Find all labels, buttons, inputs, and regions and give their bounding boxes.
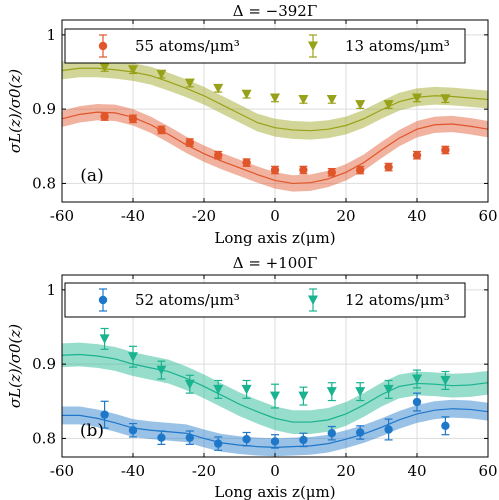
data-point <box>128 426 138 435</box>
data-point <box>412 93 422 103</box>
y-tick-label: 0.8 <box>32 429 56 447</box>
data-point <box>213 384 224 395</box>
chart-panel-a: -60 -40 -20 0 20 40 60 0.8 0.9 1 Δ = −392Γ Long axi… <box>6 2 498 247</box>
data-point <box>384 425 393 434</box>
legend-label: 55 atoms/μm³ <box>135 37 240 55</box>
data-point <box>242 434 251 444</box>
data-point <box>298 94 309 105</box>
x-axis-label: Long axis z(μm) <box>214 229 335 247</box>
legend-marker <box>98 41 108 51</box>
x-tick-label: -60 <box>50 462 74 480</box>
data-point <box>383 384 394 395</box>
x-tick-label: -40 <box>121 462 145 480</box>
data-point <box>383 100 394 110</box>
legend-marker <box>308 41 318 51</box>
data-point <box>440 94 451 104</box>
data-point <box>157 125 166 135</box>
x-tick-label: -60 <box>50 207 74 225</box>
data-point <box>128 114 138 124</box>
data-point <box>184 379 195 390</box>
y-tick-label: 0.9 <box>32 355 56 373</box>
x-tick-label: 20 <box>336 462 355 480</box>
legend-marker <box>98 295 108 305</box>
panel-label: (b) <box>80 421 104 441</box>
data-point <box>326 94 337 105</box>
x-tick-label: -20 <box>192 462 216 480</box>
confidence-band-1 <box>62 59 488 140</box>
data-point <box>327 168 336 177</box>
data-point <box>384 162 393 172</box>
y-axis-label: σL(z)/σ0(z) <box>6 324 24 408</box>
data-point <box>214 151 223 160</box>
x-tick-label: 0 <box>270 207 280 225</box>
data-point <box>214 439 223 448</box>
y-tick-label: 0.9 <box>32 100 56 118</box>
legend-box <box>64 282 466 318</box>
data-point <box>242 158 251 167</box>
data-point <box>156 69 167 80</box>
data-point <box>440 375 451 386</box>
data-point <box>299 165 308 175</box>
data-point <box>355 100 366 110</box>
x-tick-label: -20 <box>192 207 216 225</box>
legend: 55 atoms/μm³ 13 atoms/μm³ <box>64 28 466 64</box>
x-tick-label: 20 <box>336 207 355 225</box>
data-point <box>412 374 422 384</box>
data-point <box>298 391 309 402</box>
data-point <box>412 151 422 160</box>
legend-label: 12 atoms/μm³ <box>345 291 450 309</box>
data-point <box>157 433 166 442</box>
data-point <box>441 421 450 430</box>
legend-box <box>64 28 466 64</box>
legend: 52 atoms/μm³ 12 atoms/μm³ <box>64 282 466 318</box>
chart-title: Δ = −392Γ <box>233 2 318 20</box>
data-point <box>99 334 110 344</box>
legend-label: 52 atoms/μm³ <box>135 291 240 309</box>
x-tick-label: -40 <box>121 207 145 225</box>
data-point <box>412 397 422 407</box>
x-tick-label: 40 <box>407 462 426 480</box>
x-tick-label: 60 <box>478 462 497 480</box>
data-point <box>299 435 308 445</box>
data-point <box>241 384 252 395</box>
data-point <box>441 145 450 155</box>
chart-title: Δ = +100Γ <box>233 254 318 272</box>
data-point <box>356 165 365 175</box>
data-point <box>241 89 252 100</box>
data-point <box>100 410 109 419</box>
y-axis-label: σL(z)/σ0(z) <box>6 69 24 153</box>
data-point <box>270 391 280 402</box>
y-tick-label: 0.8 <box>32 174 56 192</box>
legend-label: 13 atoms/μm³ <box>345 37 450 55</box>
x-tick-label: 40 <box>407 207 426 225</box>
x-tick-label: 60 <box>478 207 497 225</box>
data-point <box>185 433 194 442</box>
data-point <box>355 387 366 397</box>
x-tick-label: 0 <box>270 462 280 480</box>
data-point <box>128 65 138 75</box>
y-tick-label: 1 <box>46 281 56 299</box>
data-point <box>156 365 167 376</box>
data-point <box>326 387 337 397</box>
data-point <box>270 165 280 175</box>
data-point <box>185 138 194 147</box>
data-point <box>356 428 365 437</box>
confidence-band-1 <box>62 342 488 434</box>
data-point <box>270 93 280 103</box>
legend-marker <box>308 295 318 305</box>
data-point <box>270 437 280 446</box>
chart-panel-b: -60 -40 -20 0 20 40 60 0.8 0.9 1 Δ = +100Γ Long axi… <box>6 254 498 500</box>
data-point <box>128 352 138 362</box>
x-axis-label: Long axis z(μm) <box>214 483 335 500</box>
data-point <box>327 429 336 438</box>
data-point <box>100 112 109 121</box>
data-point <box>99 63 110 73</box>
panel-label: (a) <box>80 166 103 186</box>
y-tick-label: 1 <box>46 26 56 44</box>
data-point <box>184 78 195 89</box>
data-point <box>213 83 224 94</box>
